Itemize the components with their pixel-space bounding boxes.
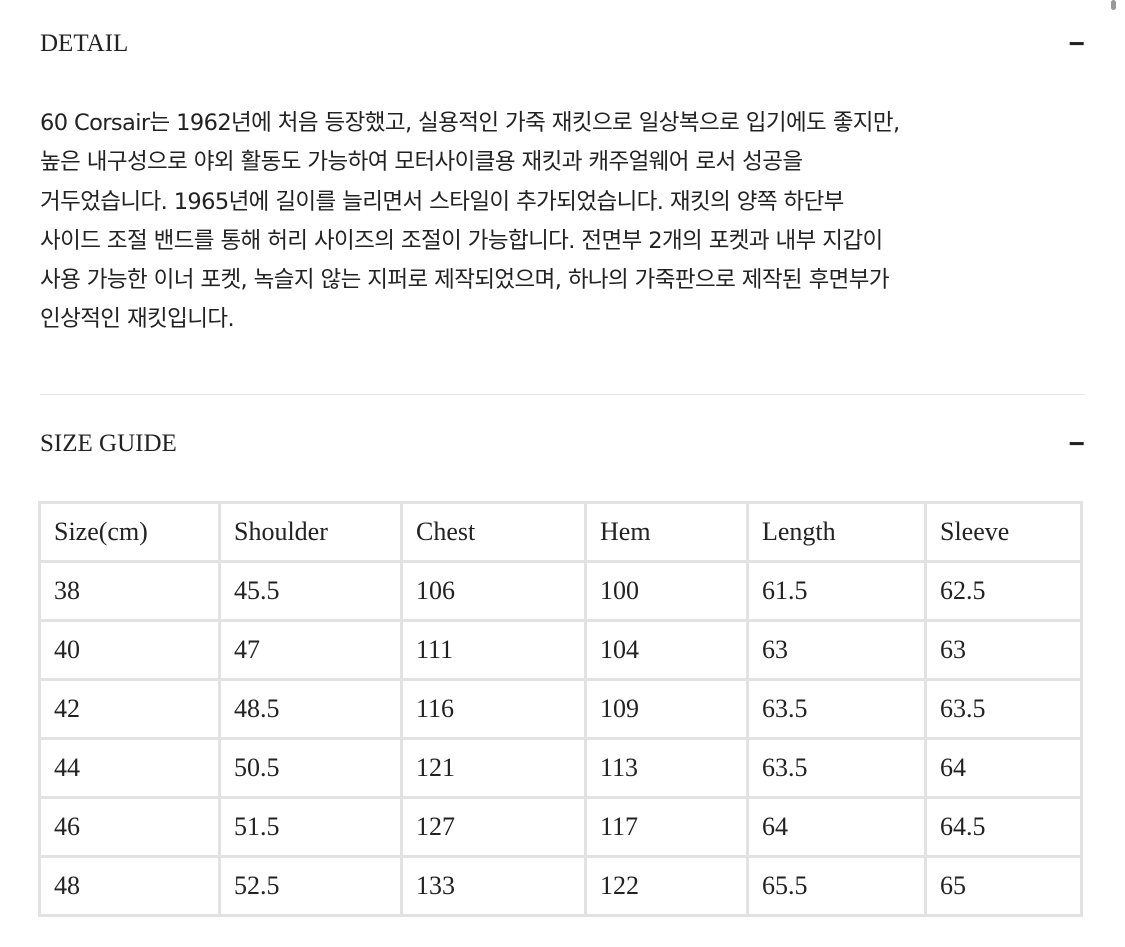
column-header: Chest: [403, 504, 584, 560]
table-cell: 127: [403, 799, 584, 855]
table-cell: 117: [587, 799, 746, 855]
section-divider: [40, 394, 1085, 395]
table-cell: 100: [587, 563, 746, 619]
table-cell: 61.5: [749, 563, 924, 619]
table-cell: 109: [587, 681, 746, 737]
table-row: 46 51.5 127 117 64 64.5: [41, 799, 1080, 855]
table-cell: 63: [749, 622, 924, 678]
column-header: Shoulder: [221, 504, 400, 560]
size-table: Size(cm) Shoulder Chest Hem Length Sleeve 38 45…: [38, 501, 1083, 917]
table-row: 38 45.5 106 100 61.5 62.5: [41, 563, 1080, 619]
description-line: 60 Corsair는 1962년에 처음 등장했고, 실용적인 가죽 재킷으로…: [40, 110, 900, 136]
table-row: 44 50.5 121 113 63.5 64: [41, 740, 1080, 796]
description-line: 높은 내구성으로 야외 활동도 가능하여 모터사이클용 재킷과 캐주얼웨어 로서…: [40, 149, 803, 176]
table-cell: 47: [221, 622, 400, 678]
table-row: 42 48.5 116 109 63.5 63.5: [41, 681, 1080, 737]
table-cell: 38: [41, 563, 218, 619]
scrollbar[interactable]: [1111, 0, 1116, 10]
size-guide-header[interactable]: SIZE GUIDE −: [40, 424, 1085, 464]
table-cell: 48: [41, 858, 218, 914]
size-guide-title: SIZE GUIDE: [40, 430, 177, 457]
table-cell: 48.5: [221, 681, 400, 737]
collapse-detail-icon[interactable]: −: [1068, 28, 1085, 59]
table-cell: 122: [587, 858, 746, 914]
table-cell: 63.5: [749, 681, 924, 737]
table-cell: 44: [41, 740, 218, 796]
column-header: Sleeve: [927, 504, 1080, 560]
detail-header[interactable]: DETAIL −: [40, 24, 1085, 64]
table-cell: 63.5: [749, 740, 924, 796]
table-cell: 51.5: [221, 799, 400, 855]
table-cell: 42: [41, 681, 218, 737]
table-cell: 40: [41, 622, 218, 678]
column-header: Hem: [587, 504, 746, 560]
table-cell: 64: [927, 740, 1080, 796]
description-line: 거두었습니다. 1965년에 길이를 늘리면서 스타일이 추가되었습니다. 재킷…: [40, 188, 844, 215]
table-cell: 45.5: [221, 563, 400, 619]
table-cell: 65.5: [749, 858, 924, 914]
table-cell: 63: [927, 622, 1080, 678]
table-cell: 64: [749, 799, 924, 855]
table-cell: 52.5: [221, 858, 400, 914]
table-cell: 106: [403, 563, 584, 619]
table-cell: 65: [927, 858, 1080, 914]
column-header: Size(cm): [41, 504, 218, 560]
table-cell: 113: [587, 740, 746, 796]
description-line: 사용 가능한 이너 포켓, 녹슬지 않는 지퍼로 제작되었으며, 하나의 가죽판…: [40, 267, 890, 294]
table-cell: 111: [403, 622, 584, 678]
table-cell: 50.5: [221, 740, 400, 796]
detail-title: DETAIL: [40, 30, 129, 57]
table-cell: 46: [41, 799, 218, 855]
table-row: 40 47 111 104 63 63: [41, 622, 1080, 678]
table-cell: 64.5: [927, 799, 1080, 855]
column-header: Length: [749, 504, 924, 560]
table-cell: 63.5: [927, 681, 1080, 737]
description-line: 사이드 조절 밴드를 통해 허리 사이즈의 조절이 가능합니다. 전면부 2개의…: [40, 227, 883, 254]
description-line: 인상적인 재킷입니다.: [40, 306, 235, 333]
table-header-row: Size(cm) Shoulder Chest Hem Length Sleeve: [41, 504, 1080, 560]
table-cell: 121: [403, 740, 584, 796]
collapse-size-guide-icon[interactable]: −: [1068, 428, 1085, 459]
table-row: 48 52.5 133 122 65.5 65: [41, 858, 1080, 914]
table-cell: 62.5: [927, 563, 1080, 619]
detail-description: 60 Corsair는 1962년에 처음 등장했고, 실용적인 가죽 재킷으로…: [40, 104, 1100, 340]
table-cell: 133: [403, 858, 584, 914]
table-cell: 104: [587, 622, 746, 678]
table-cell: 116: [403, 681, 584, 737]
